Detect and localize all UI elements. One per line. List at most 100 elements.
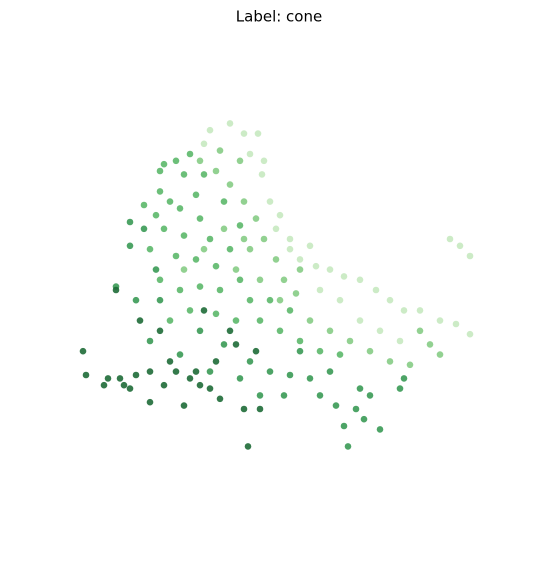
point <box>212 358 220 365</box>
point <box>232 341 240 348</box>
point <box>340 422 348 430</box>
point <box>82 371 90 379</box>
point <box>166 317 174 324</box>
point <box>256 392 264 399</box>
point <box>244 443 252 450</box>
point <box>172 368 180 375</box>
point <box>156 188 164 195</box>
point <box>206 385 214 392</box>
point <box>220 341 228 348</box>
point <box>192 256 200 263</box>
point <box>316 286 324 294</box>
point <box>240 405 248 413</box>
point <box>416 327 424 335</box>
point <box>246 358 254 365</box>
point <box>386 358 394 365</box>
point <box>196 215 204 222</box>
point <box>260 235 268 243</box>
point <box>236 222 244 229</box>
point <box>186 375 194 382</box>
point <box>232 317 240 324</box>
chart-title: Label: cone <box>236 8 322 26</box>
point <box>146 368 154 375</box>
point <box>316 392 324 399</box>
point <box>132 371 140 379</box>
point <box>356 276 364 284</box>
point <box>276 327 284 335</box>
point <box>146 398 154 406</box>
point <box>316 347 324 355</box>
point <box>196 381 204 389</box>
point <box>186 307 194 314</box>
point <box>466 252 474 260</box>
point <box>336 351 344 358</box>
point <box>176 351 184 358</box>
point <box>426 341 434 348</box>
point <box>156 327 164 335</box>
point <box>140 201 148 209</box>
point <box>79 347 87 355</box>
point <box>240 235 248 243</box>
point <box>180 402 188 409</box>
point <box>286 371 294 379</box>
point <box>272 225 280 233</box>
point <box>146 337 154 345</box>
point <box>196 157 204 165</box>
point <box>352 405 360 413</box>
point <box>446 235 454 243</box>
point <box>240 130 248 137</box>
point <box>260 157 268 165</box>
point <box>436 351 444 358</box>
point <box>104 375 112 382</box>
point <box>226 327 234 335</box>
point <box>156 276 164 284</box>
point <box>200 245 208 253</box>
point <box>256 405 264 413</box>
point <box>326 327 334 335</box>
point <box>256 276 264 284</box>
point <box>180 266 188 273</box>
point <box>436 317 444 324</box>
point <box>396 337 404 345</box>
point <box>126 385 134 392</box>
point <box>186 150 194 158</box>
point <box>196 327 204 335</box>
point <box>212 262 220 270</box>
point <box>306 317 314 324</box>
point <box>176 205 184 212</box>
point <box>296 266 304 273</box>
point <box>346 337 354 345</box>
point <box>336 296 344 304</box>
point <box>166 198 174 205</box>
point <box>452 320 460 328</box>
point <box>360 415 368 423</box>
point <box>180 232 188 239</box>
point <box>246 245 254 253</box>
point <box>246 296 254 304</box>
point <box>326 266 334 273</box>
point <box>276 296 284 304</box>
point <box>136 317 144 324</box>
point <box>226 120 234 127</box>
point <box>160 225 168 233</box>
point <box>386 296 394 304</box>
point <box>344 443 352 450</box>
point <box>416 307 424 314</box>
point <box>466 330 474 338</box>
point <box>180 171 188 178</box>
point <box>236 375 244 382</box>
point <box>258 171 266 178</box>
point <box>236 157 244 165</box>
point <box>366 347 374 355</box>
point <box>126 218 134 226</box>
point <box>252 347 260 355</box>
point <box>400 307 408 314</box>
point <box>166 358 174 365</box>
point <box>306 242 314 250</box>
point <box>120 381 128 389</box>
point <box>160 160 168 168</box>
point <box>116 375 124 382</box>
point <box>172 252 180 260</box>
point <box>220 198 228 205</box>
